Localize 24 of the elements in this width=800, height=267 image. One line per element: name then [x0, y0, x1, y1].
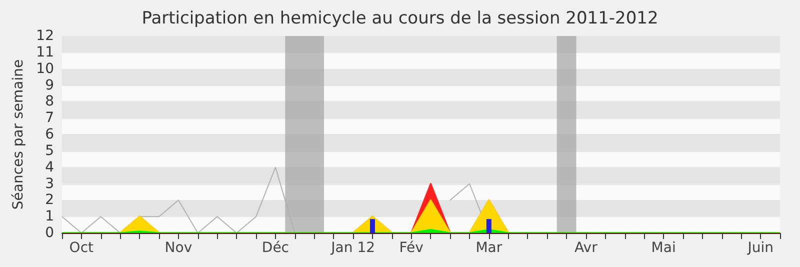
y-tick-label: 9 [45, 77, 54, 94]
y-tick-label: 12 [36, 28, 54, 44]
x-tick-label: Mai [651, 240, 676, 256]
y-tick-label: 6 [45, 126, 54, 142]
x-tick-label: Oct [69, 240, 94, 256]
x-tick-label: Jan 12 [330, 240, 376, 256]
x-tick-label: Nov [164, 240, 192, 256]
chart-title: Participation en hemicycle au cours de la session 2011-2012 [142, 8, 658, 28]
y-tick-label: 2 [45, 192, 54, 208]
y-tick-label: 3 [45, 176, 54, 192]
x-tick-label: Déc [262, 240, 290, 256]
y-tick-label: 11 [36, 44, 54, 60]
y-tick-label: 8 [45, 94, 54, 110]
y-tick-label: 4 [45, 159, 54, 176]
x-tick-label: Juin [746, 240, 774, 256]
x-tick-label: Mar [476, 240, 502, 256]
y-tick-label: 7 [45, 110, 54, 126]
y-tick-label: 10 [36, 60, 54, 77]
y-axis-title: Séances par semaine [10, 59, 26, 210]
x-tick-label: Fév [399, 240, 424, 256]
x-tick-label: Avr [574, 240, 598, 256]
y-tick-label: 5 [45, 142, 54, 159]
y-tick-label: 1 [45, 208, 54, 225]
y-tick-label: 0 [45, 225, 54, 241]
